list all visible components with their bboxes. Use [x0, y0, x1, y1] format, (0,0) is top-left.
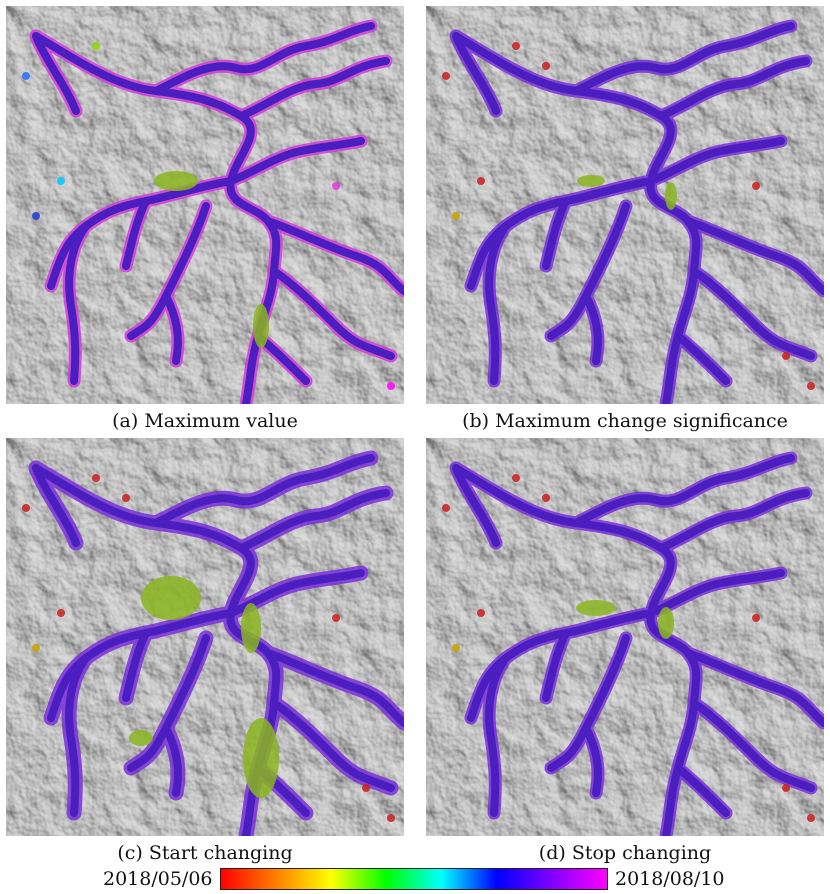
- caption-d: (d) Stop changing: [426, 842, 824, 864]
- panel-b: [426, 6, 824, 404]
- map-image-a: [6, 6, 404, 404]
- colorbar-end-label: 2018/08/10: [615, 868, 725, 890]
- caption-b: (b) Maximum change significance: [426, 410, 824, 432]
- caption-c: (c) Start changing: [6, 842, 404, 864]
- map-image-d: [426, 438, 824, 836]
- colorbar: [220, 868, 608, 890]
- caption-a: (a) Maximum value: [6, 410, 404, 432]
- map-image-c: [6, 438, 404, 836]
- map-image-b: [426, 6, 824, 404]
- panel-a: [6, 6, 404, 404]
- panel-d: [426, 438, 824, 836]
- panel-c: [6, 438, 404, 836]
- colorbar-start-label: 2018/05/06: [103, 868, 213, 890]
